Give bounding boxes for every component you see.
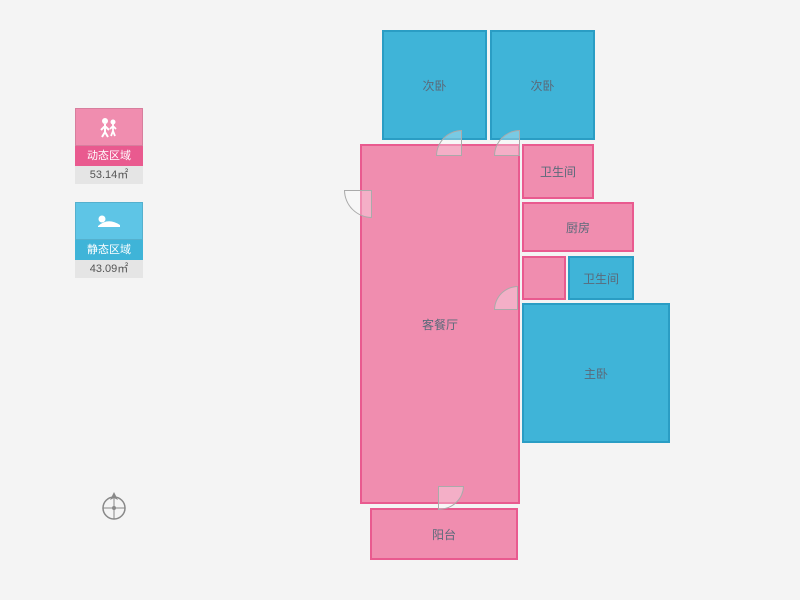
room-label-living: 客餐厅 xyxy=(422,316,458,333)
people-icon xyxy=(95,116,123,138)
room-label-bath2: 卫生间 xyxy=(583,270,619,287)
room-label-bedroom2a: 次卧 xyxy=(422,77,446,94)
room-bath1: 卫生间 xyxy=(522,144,594,199)
room-master: 主卧 xyxy=(522,303,670,443)
legend-static: 静态区域 43.09㎡ xyxy=(75,202,143,278)
static-zone-icon xyxy=(75,202,143,240)
room-label-kitchen: 厨房 xyxy=(566,219,590,236)
static-zone-label: 静态区域 xyxy=(75,240,143,260)
room-label-master: 主卧 xyxy=(584,365,608,382)
room-balcony: 阳台 xyxy=(370,508,518,560)
legend-dynamic: 动态区域 53.14㎡ xyxy=(75,108,143,184)
room-bedroom2a: 次卧 xyxy=(382,30,487,140)
room-bath2: 卫生间 xyxy=(568,256,634,300)
room-hall xyxy=(522,256,566,300)
room-living: 客餐厅 xyxy=(360,144,520,504)
dynamic-zone-icon xyxy=(75,108,143,146)
dynamic-zone-label: 动态区域 xyxy=(75,146,143,166)
room-bedroom2b: 次卧 xyxy=(490,30,595,140)
room-label-bath1: 卫生间 xyxy=(540,163,576,180)
door-arc xyxy=(438,486,464,510)
room-kitchen: 厨房 xyxy=(522,202,634,252)
room-label-balcony: 阳台 xyxy=(432,526,456,543)
legend-panel: 动态区域 53.14㎡ 静态区域 43.09㎡ xyxy=(75,108,143,296)
door-arc xyxy=(344,190,372,218)
rest-icon xyxy=(94,211,124,231)
compass-icon xyxy=(100,490,128,527)
static-zone-value: 43.09㎡ xyxy=(75,260,143,278)
room-label-bedroom2b: 次卧 xyxy=(530,77,554,94)
floorplan-container: 次卧次卧客餐厅卫生间厨房卫生间主卧阳台 xyxy=(340,30,720,570)
dynamic-zone-value: 53.14㎡ xyxy=(75,166,143,184)
